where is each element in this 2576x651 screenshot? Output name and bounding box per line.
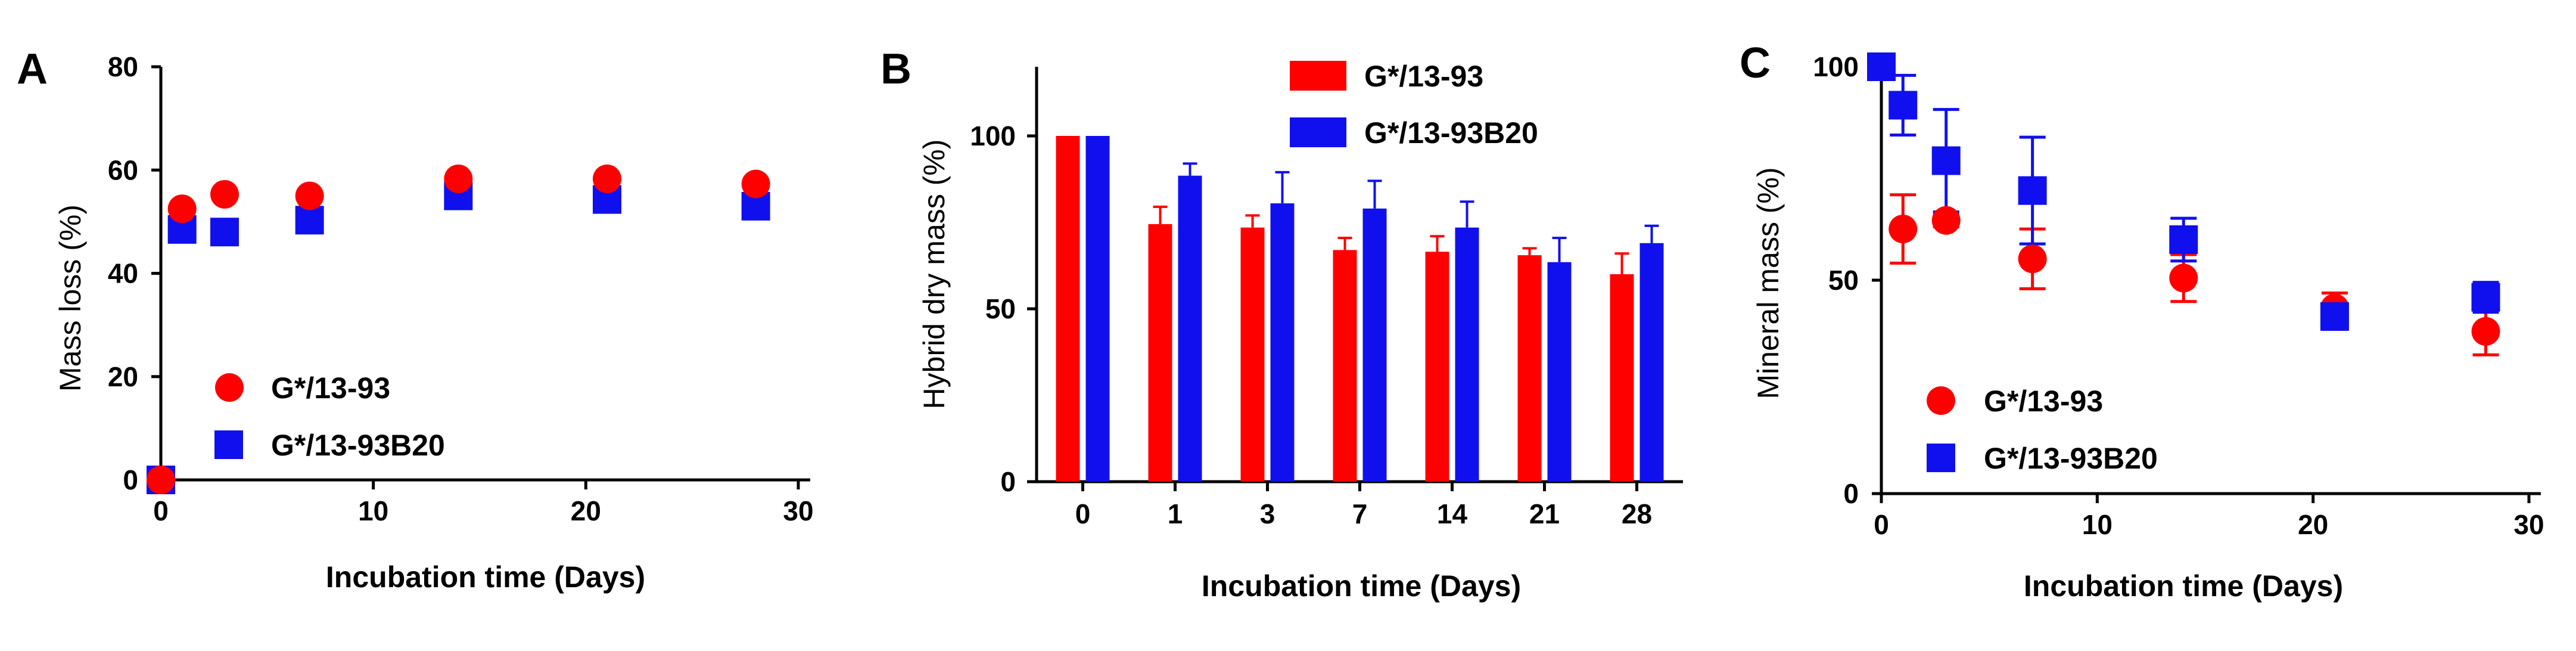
panel-c-mineral-mass-chart: C Mineral mass (%) Incubation time (Days… [1740, 39, 2544, 603]
x-tick-label: 0 [1874, 509, 1889, 540]
point-g1393b20-day-21 [2320, 302, 2349, 331]
y-tick-label: 20 [108, 361, 138, 392]
panel-b-y-axis-title: Hybrid dry mass (%) [917, 140, 951, 410]
x-tick-label: 21 [1529, 498, 1560, 529]
panel-label-b: B [881, 45, 911, 93]
point-g1393b20-day-1 [1889, 91, 1918, 120]
panel-label-c: C [1740, 39, 1771, 87]
bar-g1393-day-7 [1333, 250, 1357, 482]
bar-g1393b20-day-3 [1270, 203, 1295, 482]
x-tick-label: 20 [2298, 509, 2328, 540]
point-g1393-day-21 [593, 164, 621, 193]
panel-a-x-axis-title: Incubation time (Days) [326, 560, 645, 594]
point-g1393b20-day-7 [295, 206, 324, 235]
bar-g1393-day-3 [1240, 227, 1265, 482]
point-g1393-day-14 [2169, 264, 2198, 293]
panel-b-data-marks [1056, 136, 1664, 482]
y-tick-label: 0 [1000, 466, 1016, 497]
x-tick-label: 30 [2513, 509, 2544, 540]
bar-g1393-day-0 [1056, 136, 1080, 482]
panel-b-axes: 0 50 100 0 1 3 7 14 21 28 [970, 67, 1683, 529]
bar-g1393-day-28 [1610, 274, 1634, 482]
legend-swatch-g13-93b20 [1290, 117, 1346, 147]
point-g1393-day-3 [1931, 206, 1961, 235]
bar-g1393-day-14 [1425, 252, 1449, 482]
point-g1393-day-3 [210, 179, 239, 209]
x-tick-label: 3 [1260, 498, 1275, 529]
legend-swatch-g13-93 [1290, 61, 1346, 91]
panel-b-hybrid-dry-mass-chart: B Hybrid dry mass (%) Incubation time (D… [881, 45, 1683, 603]
point-g1393b20-day-28 [2471, 283, 2500, 312]
point-g1393-day-1 [167, 194, 197, 224]
x-tick-label: 14 [1437, 498, 1468, 529]
panel-label-a: A [17, 45, 48, 93]
x-tick-label: 30 [783, 495, 813, 526]
x-tick-label: 10 [2082, 509, 2113, 540]
legend-marker-g13-93 [1927, 386, 1955, 415]
bar-g1393b20-day-7 [1362, 208, 1387, 482]
legend-label-g13-93: G*/13-93 [1364, 60, 1483, 93]
panel-a-y-axis-title: Mass loss (%) [54, 204, 87, 392]
x-tick-label: 0 [153, 495, 169, 526]
y-tick-label: 50 [985, 293, 1016, 324]
point-g1393b20-day-0 [1867, 52, 1896, 81]
legend-label-g13-93b20: G*/13-93B20 [1364, 116, 1538, 150]
legend-label-g13-93: G*/13-93 [271, 371, 390, 405]
point-g1393-day-7 [295, 181, 324, 210]
y-tick-label: 60 [108, 154, 138, 185]
point-g1393b20-day-3 [210, 218, 239, 247]
bar-g1393b20-day-0 [1085, 136, 1110, 482]
panel-c-y-axis-title: Mineral mass (%) [1751, 168, 1785, 399]
y-tick-label: 40 [108, 258, 138, 289]
panel-b-x-axis-title: Incubation time (Days) [1202, 569, 1521, 603]
point-g1393-day-14 [444, 164, 473, 193]
x-tick-label: 10 [358, 495, 388, 526]
panel-c-axes: 0 50 100 0 10 20 30 [1813, 51, 2544, 540]
point-g1393-day-7 [2018, 244, 2047, 274]
legend-marker-g13-93 [215, 373, 244, 402]
y-tick-label: 50 [1828, 265, 1859, 296]
point-g1393-day-1 [1889, 215, 1918, 244]
point-g1393b20-day-3 [1931, 146, 1961, 175]
point-g1393-day-0 [147, 466, 175, 494]
legend-label-g13-93b20: G*/13-93B20 [1984, 442, 2158, 475]
bar-g1393-day-1 [1148, 224, 1172, 482]
bar-g1393b20-day-28 [1639, 243, 1664, 482]
x-tick-label: 0 [1075, 498, 1091, 529]
legend-label-g13-93b20: G*/13-93B20 [271, 429, 445, 462]
bar-g1393b20-day-14 [1455, 227, 1479, 482]
x-tick-label: 7 [1352, 498, 1368, 529]
panel-a-data-marks [147, 164, 770, 494]
point-g1393-day-28 [2471, 317, 2500, 346]
y-tick-label: 100 [1813, 51, 1859, 82]
legend-label-g13-93: G*/13-93 [1984, 385, 2103, 418]
bar-g1393-day-21 [1517, 255, 1542, 482]
legend-marker-g13-93b20 [214, 430, 243, 459]
panel-c-data-marks [1867, 52, 2500, 356]
x-tick-label: 28 [1622, 498, 1652, 529]
x-tick-label: 1 [1168, 498, 1183, 529]
y-tick-label: 0 [123, 464, 138, 495]
point-g1393b20-day-14 [2169, 225, 2198, 254]
y-tick-label: 100 [970, 120, 1016, 151]
panel-b-legend: G*/13-93 G*/13-93B20 [1290, 60, 1538, 150]
x-tick-label: 20 [571, 495, 601, 526]
panel-c-legend: G*/13-93 G*/13-93B20 [1927, 385, 2158, 475]
point-g1393b20-day-7 [2018, 176, 2047, 205]
legend-marker-g13-93b20 [1927, 444, 1955, 472]
panel-a-axes: 0 20 40 60 80 0 10 20 30 [108, 51, 814, 526]
y-tick-label: 0 [1843, 478, 1859, 509]
y-tick-label: 80 [108, 51, 138, 82]
panel-a-mass-loss-chart: A Mass loss (%) Incubation time (Days) 0… [17, 45, 814, 594]
point-g1393-day-28 [741, 169, 770, 199]
bar-g1393b20-day-1 [1178, 175, 1202, 482]
bar-g1393b20-day-21 [1547, 262, 1572, 482]
panel-a-legend: G*/13-93 G*/13-93B20 [214, 371, 445, 462]
panel-c-x-axis-title: Incubation time (Days) [2024, 569, 2343, 603]
